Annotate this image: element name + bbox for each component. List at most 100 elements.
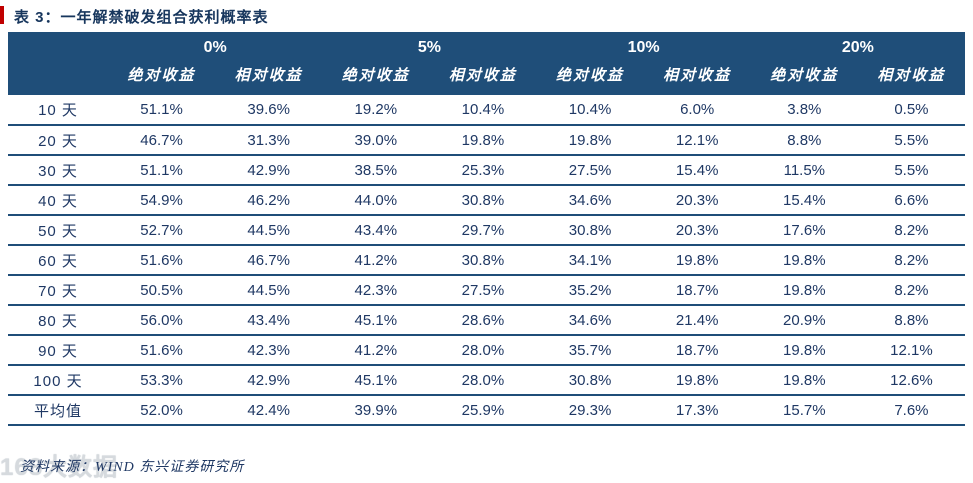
row-label: 平均值 [8,395,108,426]
value-cell: 0.5% [857,95,965,126]
value-cell: 46.2% [215,185,323,216]
value-cell: 51.1% [108,95,216,126]
table-row: 40 天 54.9% 46.2% 44.0% 30.8% 34.6% 20.3% 15.4% 6… [8,185,965,216]
value-cell: 19.8% [750,275,858,306]
value-cell: 19.8% [750,335,858,366]
value-cell: 8.8% [750,125,858,156]
sub-header-absolute: 绝对收益 [322,60,430,95]
value-cell: 19.8% [750,245,858,276]
value-cell: 53.3% [108,365,216,396]
value-cell: 46.7% [108,125,216,156]
value-cell: 43.4% [215,305,323,336]
value-cell: 34.6% [536,305,644,336]
value-cell: 39.0% [322,125,430,156]
sub-header-absolute: 绝对收益 [750,60,858,95]
value-cell: 54.9% [108,185,216,216]
value-cell: 41.2% [322,335,430,366]
value-cell: 34.1% [536,245,644,276]
value-cell: 5.5% [857,155,965,186]
sub-header-absolute: 绝对收益 [108,60,216,95]
value-cell: 50.5% [108,275,216,306]
value-cell: 51.1% [108,155,216,186]
table-row: 70 天 50.5% 44.5% 42.3% 27.5% 35.2% 18.7% 19.8% 8… [8,275,965,306]
value-cell: 12.1% [643,125,751,156]
sub-header-relative: 相对收益 [429,60,537,95]
value-cell: 30.8% [429,245,537,276]
value-cell: 6.6% [857,185,965,216]
row-label: 40 天 [8,185,108,216]
value-cell: 10.4% [536,95,644,126]
row-label: 30 天 [8,155,108,186]
row-label: 50 天 [8,215,108,246]
table-row: 50 天 52.7% 44.5% 43.4% 29.7% 30.8% 20.3% 17.6% 8… [8,215,965,246]
group-header-5pct: 5% [322,32,537,60]
value-cell: 18.7% [643,335,751,366]
value-cell: 17.3% [643,395,751,426]
value-cell: 51.6% [108,245,216,276]
value-cell: 45.1% [322,365,430,396]
value-cell: 15.7% [750,395,858,426]
row-label: 20 天 [8,125,108,156]
table-row: 20 天 46.7% 31.3% 39.0% 19.8% 19.8% 12.1% 8.8% 5.… [8,125,965,156]
value-cell: 41.2% [322,245,430,276]
value-cell: 52.0% [108,395,216,426]
value-cell: 28.0% [429,365,537,396]
row-label: 70 天 [8,275,108,306]
value-cell: 19.8% [643,365,751,396]
value-cell: 19.8% [429,125,537,156]
table-row: 80 天 56.0% 43.4% 45.1% 28.6% 34.6% 21.4% 20.9% 8… [8,305,965,336]
value-cell: 30.8% [536,215,644,246]
value-cell: 27.5% [536,155,644,186]
group-header-0pct: 0% [108,32,323,60]
corner-cell [8,32,108,60]
value-cell: 43.4% [322,215,430,246]
value-cell: 7.6% [857,395,965,426]
value-cell: 56.0% [108,305,216,336]
group-header-row: 0% 5% 10% 20% [8,32,965,60]
value-cell: 52.7% [108,215,216,246]
value-cell: 20.3% [643,185,751,216]
value-cell: 19.8% [750,365,858,396]
value-cell: 44.5% [215,215,323,246]
value-cell: 34.6% [536,185,644,216]
value-cell: 20.9% [750,305,858,336]
value-cell: 5.5% [857,125,965,156]
value-cell: 30.8% [429,185,537,216]
value-cell: 12.1% [857,335,965,366]
value-cell: 45.1% [322,305,430,336]
title-accent-bar [0,6,4,24]
row-label: 80 天 [8,305,108,336]
value-cell: 18.7% [643,275,751,306]
value-cell: 21.4% [643,305,751,336]
table-title: 表 3：一年解禁破发组合获利概率表 [14,9,269,26]
source-note: 资料来源：WIND 东兴证券研究所 [20,460,245,475]
sub-header-relative: 相对收益 [857,60,965,95]
value-cell: 8.2% [857,215,965,246]
row-label: 100 天 [8,365,108,396]
table-row: 10 天 51.1% 39.6% 19.2% 10.4% 10.4% 6.0% 3.8% 0.5… [8,95,965,126]
value-cell: 8.2% [857,245,965,276]
value-cell: 28.6% [429,305,537,336]
table-title-row: 表 3：一年解禁破发组合获利概率表 [0,4,973,28]
value-cell: 35.2% [536,275,644,306]
table-row: 平均值 52.0% 42.4% 39.9% 25.9% 29.3% 17.3% 15.7% 7.… [8,395,965,426]
table-row: 30 天 51.1% 42.9% 38.5% 25.3% 27.5% 15.4% 11.5% 5… [8,155,965,186]
value-cell: 15.4% [643,155,751,186]
value-cell: 42.9% [215,155,323,186]
profit-probability-table: 0% 5% 10% 20% 绝对收益 相对收益 绝对收益 相对收益 绝对收益 相… [8,32,965,426]
value-cell: 27.5% [429,275,537,306]
group-header-10pct: 10% [536,32,751,60]
value-cell: 51.6% [108,335,216,366]
value-cell: 6.0% [643,95,751,126]
value-cell: 10.4% [429,95,537,126]
value-cell: 15.4% [750,185,858,216]
table-header: 0% 5% 10% 20% 绝对收益 相对收益 绝对收益 相对收益 绝对收益 相… [8,32,965,95]
sub-header-relative: 相对收益 [643,60,751,95]
value-cell: 31.3% [215,125,323,156]
value-cell: 46.7% [215,245,323,276]
value-cell: 29.3% [536,395,644,426]
value-cell: 20.3% [643,215,751,246]
value-cell: 42.3% [215,335,323,366]
value-cell: 35.7% [536,335,644,366]
value-cell: 11.5% [750,155,858,186]
